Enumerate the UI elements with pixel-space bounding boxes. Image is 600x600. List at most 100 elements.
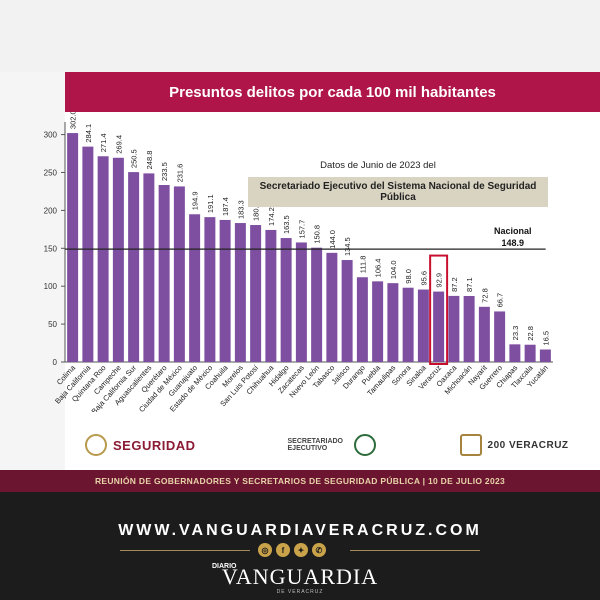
bar: [463, 295, 475, 362]
value-label: 111.8: [358, 256, 367, 274]
bar: [280, 238, 292, 362]
value-label: 183.3: [236, 200, 245, 219]
brand-name: VANGUARDIA: [221, 564, 379, 589]
chart-title: Presuntos delitos por cada 100 mil habit…: [169, 83, 496, 101]
source-date: Datos de Junio de 2023 del: [320, 160, 436, 171]
bar: [524, 344, 536, 362]
logo-row: SEGURIDAD SECRETARIADO EJECUTIVO 200 VER…: [65, 420, 600, 470]
slide-top-area: [0, 0, 600, 72]
bar: [128, 172, 140, 362]
bar: [143, 173, 155, 362]
meeting-footer-text: REUNIÓN DE GOBERNADORES Y SECRETARIOS DE…: [94, 476, 506, 486]
bar: [539, 349, 551, 362]
value-label: 22.8: [526, 326, 535, 341]
value-label: 66.7: [496, 293, 505, 308]
slide-left-strip: [0, 72, 65, 492]
value-label: 72.8: [480, 288, 489, 303]
secretariado-logo: SECRETARIADO EJECUTIVO: [288, 434, 376, 456]
value-label: 250.5: [130, 149, 139, 168]
bar: [67, 133, 79, 362]
presentation-slide: Presuntos delitos por cada 100 mil habit…: [0, 0, 600, 492]
bar: [402, 287, 414, 362]
divider-right: [350, 550, 480, 551]
seguridad-logo: SEGURIDAD: [85, 434, 196, 456]
national-seal-icon: [85, 434, 107, 456]
whatsapp-icon[interactable]: ✆: [312, 543, 326, 557]
value-label: 187.4: [221, 197, 230, 216]
y-tick-label: 150: [44, 244, 58, 253]
bar: [112, 157, 124, 362]
value-label: 87.2: [450, 277, 459, 292]
instagram-icon[interactable]: ◎: [258, 543, 272, 557]
bar: [387, 283, 399, 362]
y-tick-label: 50: [48, 320, 57, 329]
source-note: Datos de Junio de 2023 del Secretariado …: [248, 160, 548, 207]
bar: [372, 281, 384, 362]
value-label: 23.3: [511, 326, 520, 341]
facebook-icon[interactable]: f: [276, 543, 290, 557]
value-label: 106.4: [374, 259, 383, 278]
y-tick-label: 250: [44, 168, 58, 177]
national-average-label: Nacional 148.9: [494, 225, 532, 249]
value-label: 95.6: [419, 271, 428, 286]
bar: [204, 217, 216, 362]
veracruz-logo-text: 200 VERACRUZ: [487, 439, 569, 451]
value-label: 157.7: [297, 220, 306, 239]
y-tick-label: 200: [44, 206, 58, 215]
bar: [295, 242, 307, 362]
social-icons: ◎ f ✦ ✆: [258, 543, 326, 557]
secretariado-logo-text: SECRETARIADO EJECUTIVO: [287, 438, 343, 452]
source-agency: Secretariado Ejecutivo del Sistema Nacio…: [248, 177, 548, 207]
value-label: 16.5: [541, 331, 550, 346]
twitter-icon[interactable]: ✦: [294, 543, 308, 557]
divider-left: [120, 550, 250, 551]
value-label: 233.5: [160, 162, 169, 181]
value-label: 163.5: [282, 215, 291, 234]
value-label: 269.4: [114, 135, 123, 154]
bar: [158, 184, 170, 362]
highlight-box: [429, 254, 449, 365]
meeting-footer: REUNIÓN DE GOBERNADORES Y SECRETARIOS DE…: [0, 470, 600, 492]
bar: [97, 156, 109, 362]
bar: [311, 247, 323, 362]
chart-title-bar: Presuntos delitos por cada 100 mil habit…: [65, 72, 600, 112]
value-label: 302.0: [69, 112, 78, 129]
y-tick-label: 100: [44, 282, 58, 291]
y-tick-label: 0: [53, 358, 58, 367]
bar: [82, 146, 94, 362]
bar: [265, 229, 277, 362]
brand-subtitle: DE VERACRUZ: [276, 589, 324, 595]
bar: [509, 344, 521, 362]
bar: [234, 223, 246, 362]
y-tick-label: 300: [44, 131, 58, 140]
seguridad-logo-text: SEGURIDAD: [113, 437, 196, 453]
brand-diario: DIARIO: [212, 563, 237, 570]
bar: [341, 260, 353, 362]
value-label: 231.6: [175, 164, 184, 183]
value-label: 87.1: [465, 277, 474, 292]
value-label: 194.9: [191, 191, 200, 210]
national-label: Nacional: [494, 226, 532, 236]
value-label: 150.8: [313, 225, 322, 244]
website-url[interactable]: WWW.VANGUARDIAVERACRUZ.COM: [118, 522, 482, 539]
value-label: 180.7: [252, 202, 261, 221]
bar: [448, 295, 460, 362]
bar: [433, 291, 445, 362]
value-label: 271.4: [99, 133, 108, 152]
value-label: 191.1: [206, 194, 215, 213]
veracruz-logo: 200 VERACRUZ: [459, 434, 569, 456]
bar: [356, 277, 368, 362]
bar: [189, 214, 201, 362]
value-label: 248.8: [145, 151, 154, 170]
bar: [478, 306, 490, 362]
bar: [326, 252, 338, 362]
bar: [494, 311, 506, 362]
veracruz-emblem-icon: [459, 434, 482, 456]
bar: [219, 219, 231, 362]
value-label: 92.9: [435, 273, 444, 288]
bar: [173, 186, 185, 362]
value-label: 104.0: [389, 260, 398, 279]
value-label: 284.1: [84, 124, 93, 143]
bar: [250, 225, 262, 362]
